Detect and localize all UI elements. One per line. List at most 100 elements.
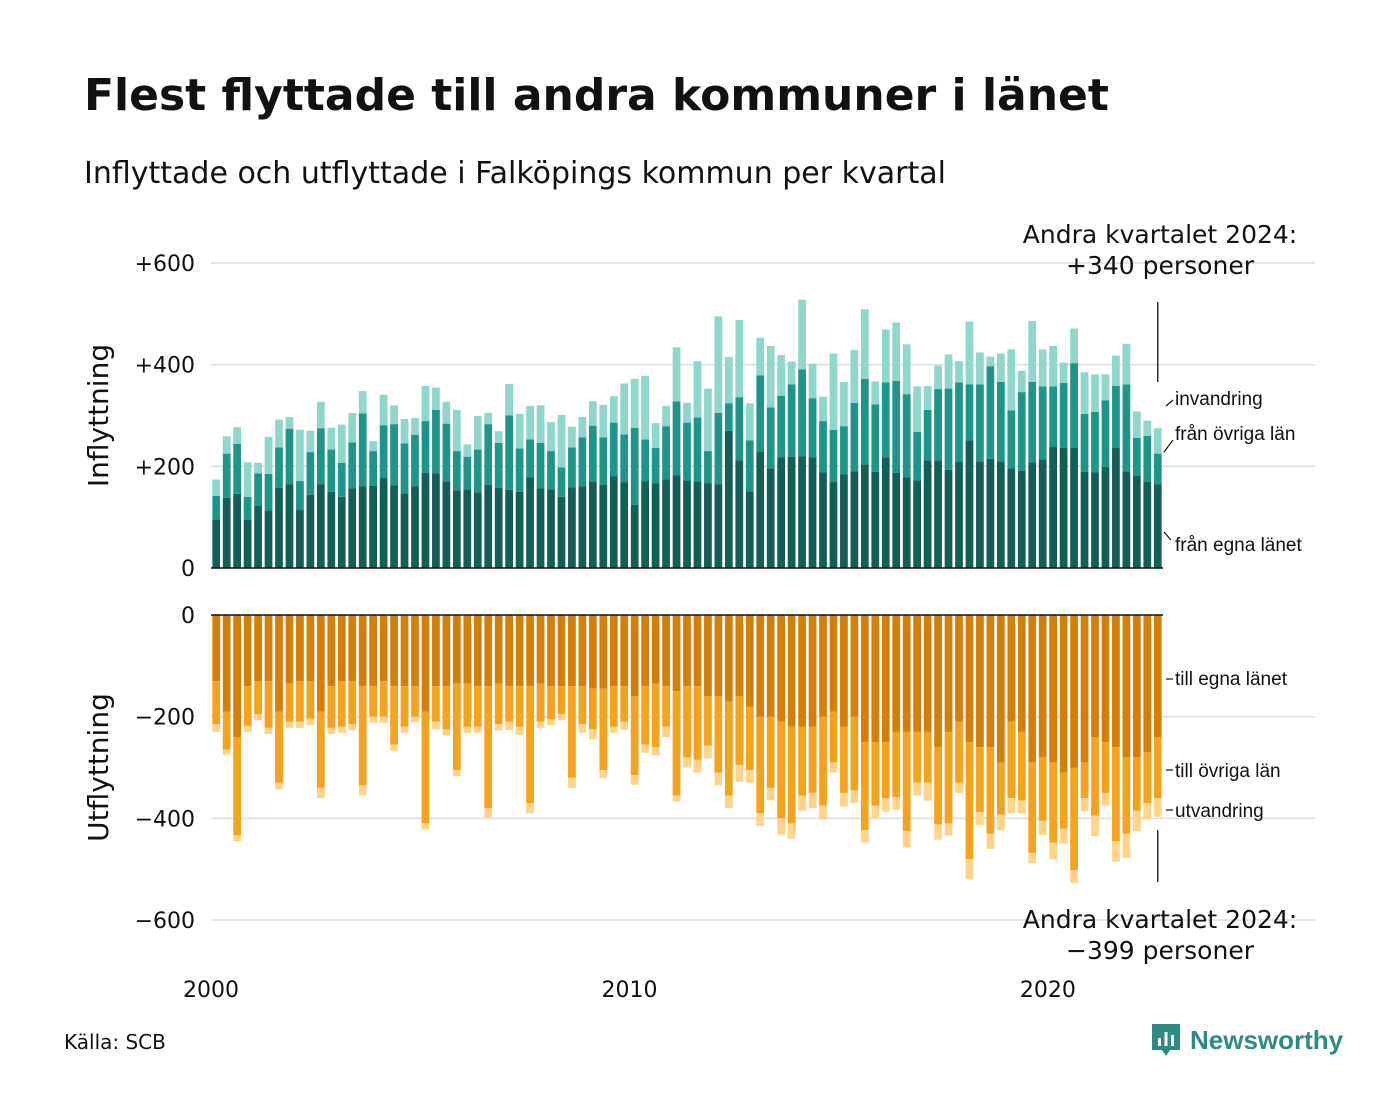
bar-segment xyxy=(442,401,451,424)
bar-segment xyxy=(296,681,304,722)
bar-segment xyxy=(1122,384,1131,472)
bar-segment xyxy=(819,805,827,820)
bar-segment xyxy=(390,424,398,486)
bar-segment xyxy=(850,471,859,568)
bar-segment xyxy=(379,681,388,717)
bar-segment xyxy=(934,615,942,748)
bar-segment xyxy=(787,726,796,824)
bar-segment xyxy=(766,468,775,568)
bar-segment xyxy=(442,423,451,482)
bar-segment xyxy=(599,615,608,689)
bar-segment xyxy=(212,519,221,568)
bar-segment xyxy=(1153,737,1162,798)
bar-segment xyxy=(1017,615,1026,732)
bar-segment xyxy=(390,615,398,687)
bar-segment xyxy=(494,724,503,731)
bar-segment xyxy=(369,440,378,452)
bar-segment xyxy=(421,472,430,568)
bar-segment xyxy=(923,409,932,461)
bar-segment xyxy=(871,615,880,743)
bar-segment xyxy=(829,762,838,773)
bar-segment xyxy=(1059,362,1068,383)
bar-segment xyxy=(390,485,398,568)
bar-segment xyxy=(473,615,482,687)
bar-segment xyxy=(285,484,294,569)
bar-segment xyxy=(547,615,555,687)
bar-segment xyxy=(860,742,869,831)
bar-segment xyxy=(296,721,304,728)
bar-segment xyxy=(735,764,744,782)
bar-segment xyxy=(588,615,597,689)
bar-segment xyxy=(578,486,587,568)
bar-segment xyxy=(484,686,493,809)
bar-segment xyxy=(599,484,608,568)
bar-segment xyxy=(798,795,806,811)
bar-segment xyxy=(609,726,618,733)
bar-segment xyxy=(547,451,555,490)
bar-segment xyxy=(620,686,629,722)
bar-segment xyxy=(965,742,974,859)
bar-segment xyxy=(955,461,963,568)
bar-segment xyxy=(735,460,744,568)
bar-segment xyxy=(557,414,566,468)
bar-segment xyxy=(1091,472,1099,568)
y-tick-label: +600 xyxy=(135,252,195,277)
bar-segment xyxy=(1049,345,1058,387)
bar-segment xyxy=(348,488,357,568)
bar-segment xyxy=(536,721,545,728)
bar-segment xyxy=(641,439,650,482)
bar-segment xyxy=(588,481,597,568)
bar-segment xyxy=(599,437,608,485)
bar-segment xyxy=(609,615,618,687)
bar-segment xyxy=(473,726,482,733)
bar-segment xyxy=(808,615,817,727)
bar-segment xyxy=(1091,411,1099,473)
bar-segment xyxy=(641,744,650,753)
bar-segment xyxy=(233,835,242,842)
bar-segment xyxy=(358,686,367,786)
newsworthy-logo: Newsworthy xyxy=(1150,1020,1343,1060)
bar-segment xyxy=(756,337,765,376)
bar-segment xyxy=(222,497,231,568)
bar-segment xyxy=(306,718,315,726)
bar-segment xyxy=(829,482,838,568)
bar-segment xyxy=(390,744,398,751)
bar-segment xyxy=(1049,615,1058,763)
bar-segment xyxy=(526,615,534,687)
bar-segment xyxy=(1101,742,1110,793)
bar-segment xyxy=(411,418,419,435)
bar-segment xyxy=(996,381,1005,462)
x-tick-label: 2020 xyxy=(1020,978,1076,1003)
bar-segment xyxy=(578,417,587,438)
bar-segment xyxy=(536,488,545,568)
bar-segment xyxy=(1007,798,1016,814)
bar-segment xyxy=(871,404,880,472)
bar-segment xyxy=(944,469,953,568)
bar-segment xyxy=(233,443,242,494)
bar-segment xyxy=(630,615,639,697)
bar-segment xyxy=(515,615,524,687)
bar-segment xyxy=(316,711,325,788)
bar-segment xyxy=(1122,615,1131,758)
bar-segment xyxy=(379,425,388,479)
bar-segment xyxy=(463,489,472,568)
bar-segment xyxy=(756,451,765,568)
bar-segment xyxy=(1080,798,1089,812)
bar-segment xyxy=(1091,737,1099,816)
bar-segment xyxy=(976,615,984,748)
bar-segment xyxy=(923,386,932,410)
bar-segment xyxy=(620,482,629,568)
bar-segment xyxy=(683,422,691,481)
bar-segment xyxy=(1059,382,1068,449)
bar-segment xyxy=(651,423,660,449)
bar-segment xyxy=(934,365,942,390)
bar-segment xyxy=(358,391,367,414)
bar-segment xyxy=(881,615,890,743)
bar-segment xyxy=(337,615,346,682)
bar-segment xyxy=(1080,471,1089,568)
bar-segment xyxy=(1017,800,1026,814)
bar-segment xyxy=(787,615,796,727)
source-note: Källa: SCB xyxy=(64,1030,166,1054)
bar-segment xyxy=(944,388,953,470)
y-tick-label: 0 xyxy=(181,604,195,629)
